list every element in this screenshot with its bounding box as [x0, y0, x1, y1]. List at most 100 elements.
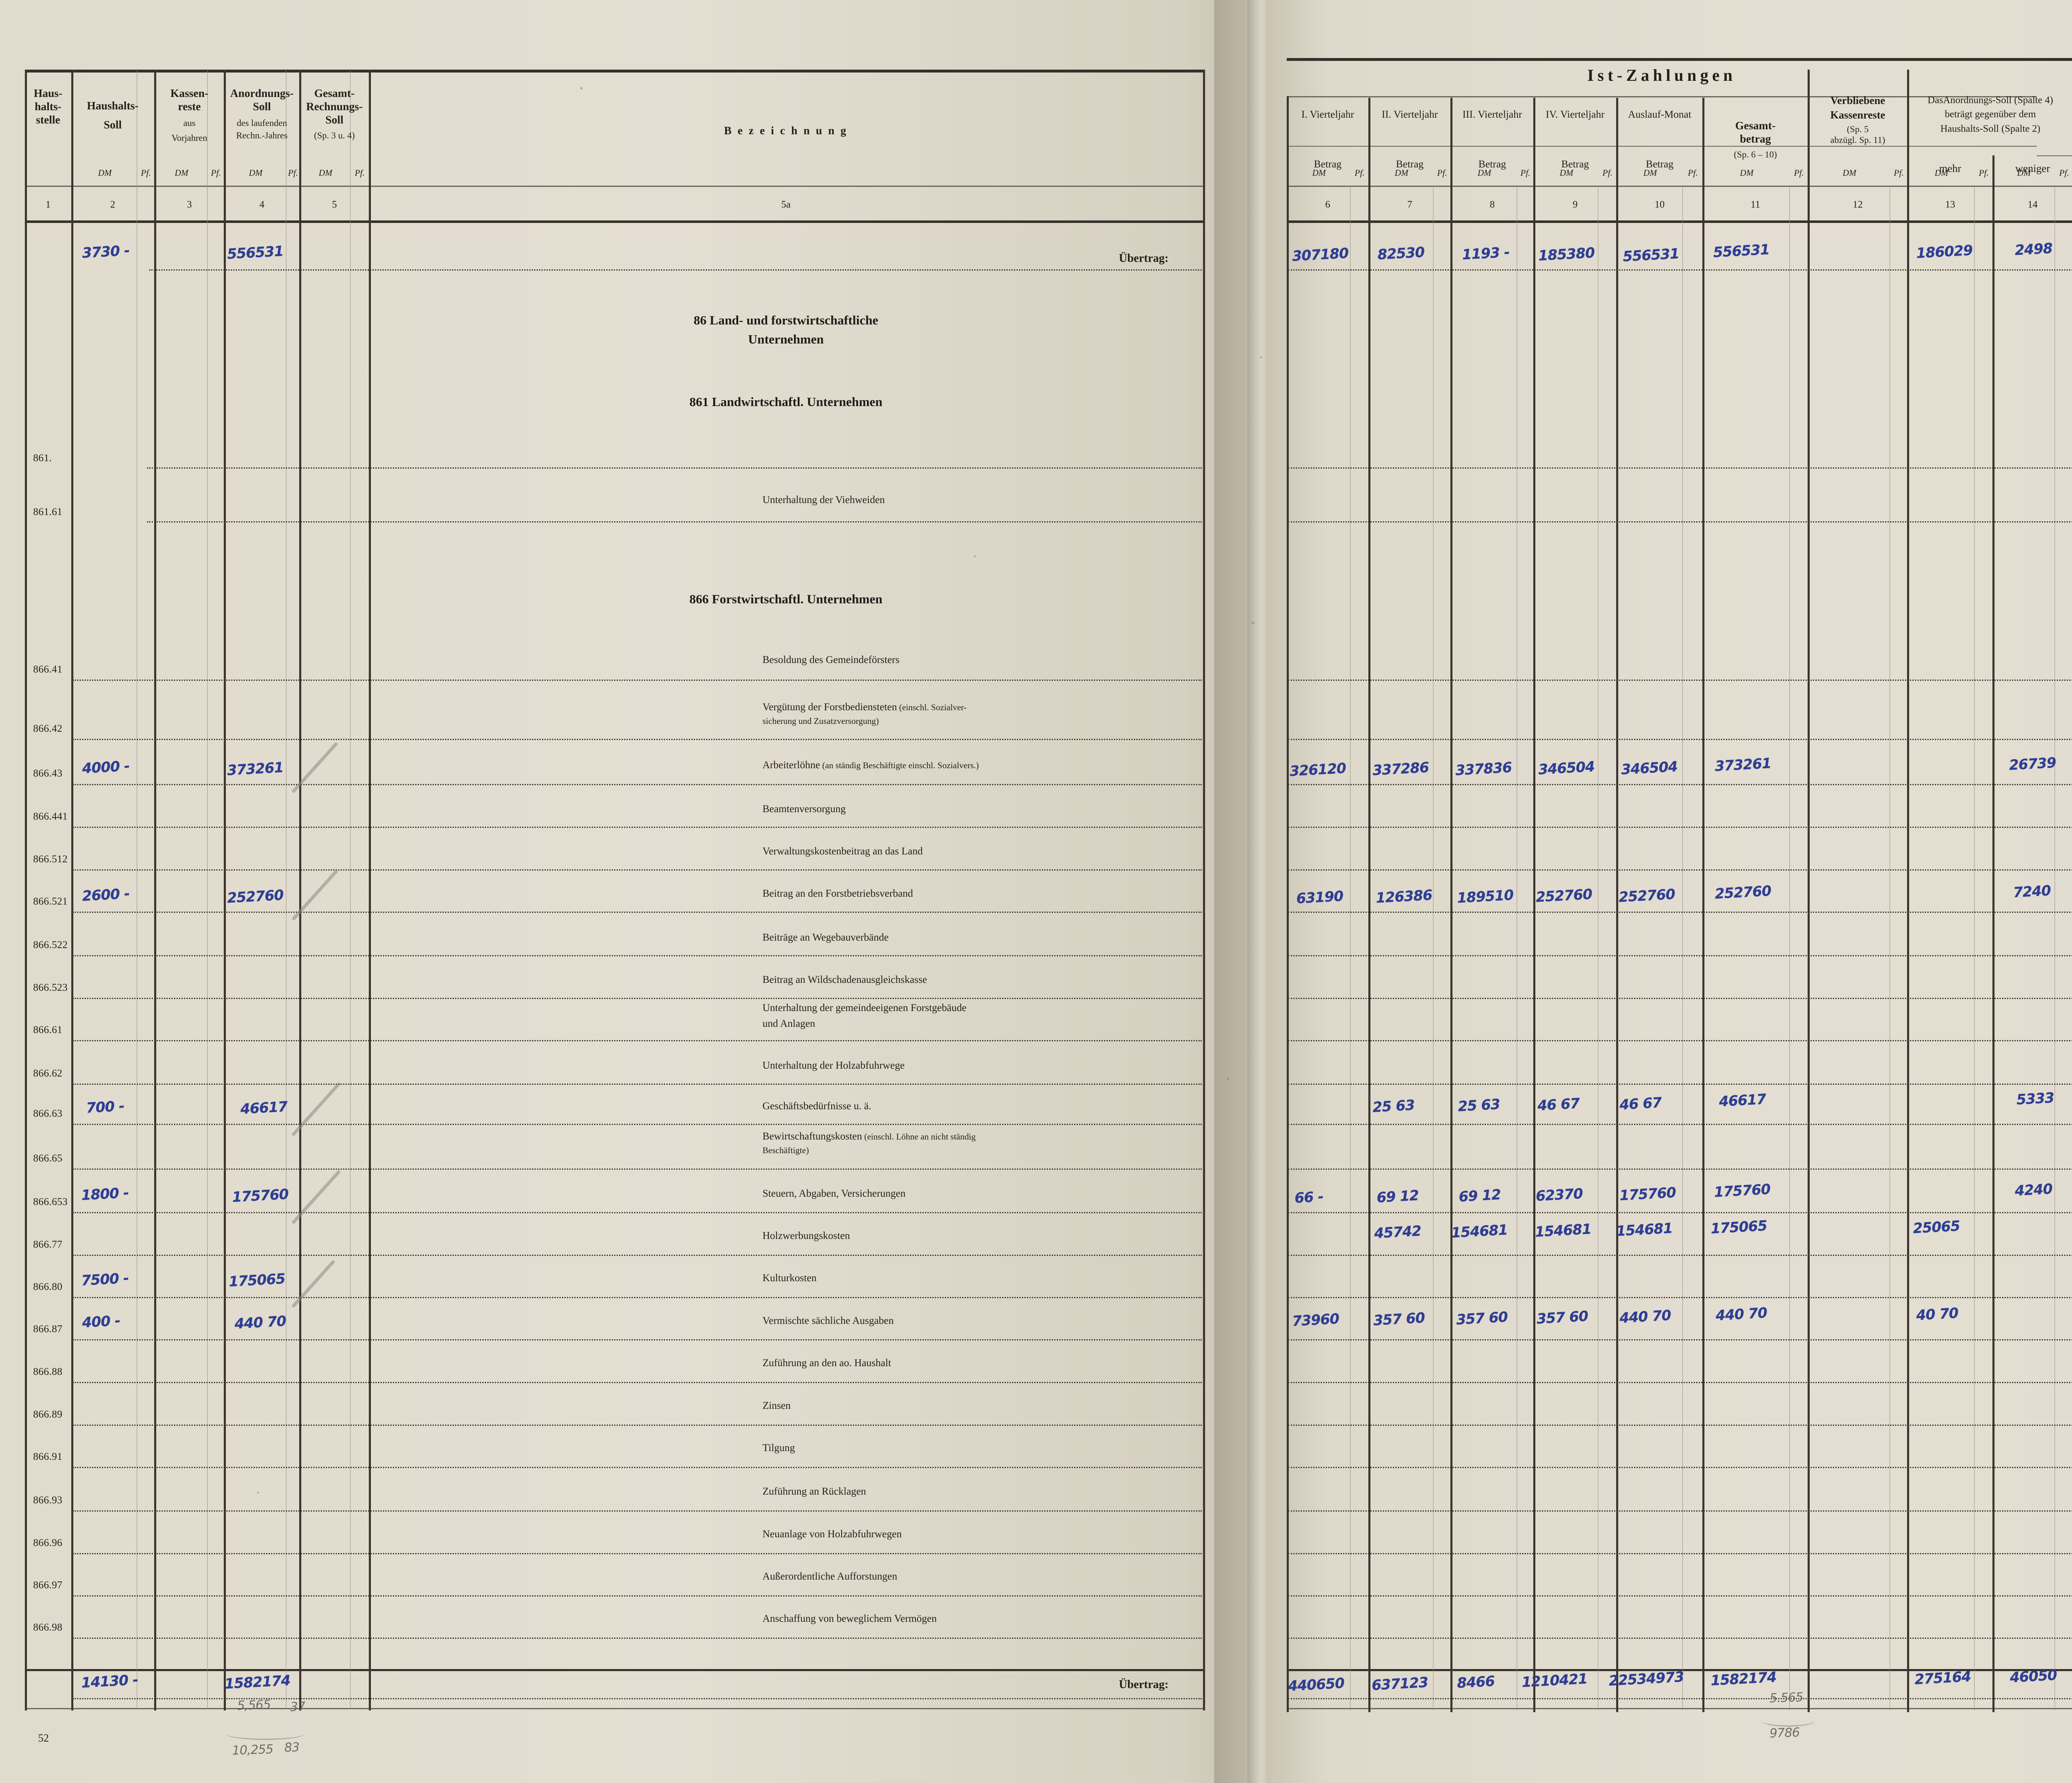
header-col7-betrag: Betrag	[1396, 159, 1424, 170]
header-col8-title: III. Vierteljahr	[1462, 109, 1522, 120]
hs-code-866-77: 866.77	[33, 1239, 63, 1250]
hw-866-63-c4: 46617	[240, 1098, 288, 1118]
vline-c7-c8	[1450, 98, 1452, 1712]
bez-866-96: Neuanlage von Holzabfuhrwegen	[762, 1529, 902, 1540]
col8-pf-label: Pf.	[1520, 168, 1530, 178]
bez-866-653: Steuern, Abgaben, Versicherungen	[762, 1188, 906, 1199]
col5-dm-label: DM	[319, 168, 332, 178]
paper-speck	[1227, 1077, 1229, 1080]
bez-866-61: Unterhaltung der gemeindeeigenen Forstge…	[762, 1002, 967, 1014]
hw-866-80-c13: 25065	[1912, 1217, 1961, 1237]
bez-866-521: Beitrag an den Forstbetriebsverband	[762, 888, 913, 899]
hw-866-80-c4: 175065	[228, 1270, 286, 1290]
hw-866-87-c10: 440 70	[1619, 1307, 1672, 1327]
hw-866-80-c8: 154681	[1450, 1222, 1508, 1241]
dotrow-866-42	[73, 739, 1202, 740]
group-title-866: 866 Forstwirtschaftl. Unternehmen	[689, 592, 883, 606]
bez-866-97: Außerordentliche Aufforstungen	[762, 1571, 898, 1582]
paper-speck	[257, 1492, 259, 1494]
hw-uebertrag-top-c2: 3730 -	[81, 242, 130, 262]
vline-c6-c7	[1368, 98, 1370, 1712]
dotrow-866-41-right	[1288, 680, 2072, 681]
hw-866-653-c8: 69 12	[1458, 1186, 1501, 1205]
hw-866-521-c6: 63190	[1295, 888, 1344, 907]
hw-866-43-c14: 26739	[2008, 754, 2057, 774]
bez-866-522: Beiträge an Wegebauverbände	[762, 932, 889, 943]
bez-866-80: Kulturkosten	[762, 1273, 817, 1284]
hs-code-866-63: 866.63	[33, 1108, 63, 1119]
bez-861-61: Unterhaltung der Viehweiden	[762, 494, 885, 506]
dotrow-866-93	[73, 1510, 1202, 1512]
col6-pf-label: Pf.	[1355, 168, 1365, 178]
hw-uebertrag-bottom-c8: 8466	[1456, 1673, 1495, 1692]
vline-c12-c13	[1907, 70, 1909, 1712]
hs-code-866-653: 866.653	[33, 1196, 68, 1207]
colnum-5a: 5a	[781, 199, 791, 210]
colnum-13: 13	[1945, 199, 1955, 210]
dotrow-866-89-right	[1288, 1425, 2072, 1426]
dotrow-866-523-right	[1288, 998, 2072, 999]
hw-866-43-c6: 326120	[1289, 760, 1346, 780]
vline-c3-dm-pf	[207, 70, 208, 1709]
header-col6-betrag: Betrag	[1314, 159, 1342, 170]
vline-c9-c10	[1616, 98, 1618, 1712]
bez-866-65: Bewirtschaftungskosten (einschl. Löhne a…	[762, 1131, 976, 1142]
table-top-rule-right	[1287, 58, 2072, 61]
bez-866-88: Zuführung an den ao. Haushalt	[762, 1357, 891, 1369]
dotrow-866-42-right	[1288, 739, 2072, 740]
dotrow-866-65	[73, 1169, 1202, 1170]
hw-866-63-c14: 5333	[2016, 1089, 2055, 1108]
right-page	[1266, 0, 2072, 1783]
dotrow-866-441-right	[1288, 827, 2072, 828]
hw-866-653-c14: 4240	[2014, 1181, 2053, 1200]
dotrow-866-97	[73, 1595, 1202, 1597]
left-page	[0, 0, 1247, 1783]
header-col7-title: II. Vierteljahr	[1382, 109, 1438, 120]
vline-c10-c11	[1702, 98, 1704, 1712]
header-col4: Anordnungs- Soll des laufenden Rechn.-Ja…	[230, 87, 294, 140]
dotrow-866-43-right	[1288, 784, 2072, 785]
hw-uebertrag-top-c6: 307180	[1291, 245, 1349, 265]
hw-866-63-c8: 25 63	[1457, 1096, 1501, 1115]
hw-866-87-c11: 440 70	[1715, 1304, 1768, 1324]
table-top-rule-left	[25, 70, 1204, 73]
hs-code-866-93: 866.93	[33, 1495, 63, 1506]
header-col12: Verbliebene Kassenreste (Sp. 5 abzügl. S…	[1830, 94, 1886, 145]
hw-866-653-c10: 175760	[1619, 1184, 1676, 1204]
col8-dm-label: DM	[1477, 168, 1491, 178]
header-col14-weniger: weniger	[2015, 162, 2050, 174]
vline-left-edge	[25, 70, 27, 1710]
dotrow-861-right	[1288, 467, 2072, 469]
hs-code-861: 861.	[33, 452, 52, 464]
hs-code-866-41: 866.41	[33, 664, 63, 675]
hw-866-521-c11: 252760	[1714, 883, 1772, 902]
header-col5: Gesamt- Rechnungs- Soll (Sp. 3 u. 4)	[306, 87, 363, 140]
vline-c2-c3	[154, 70, 156, 1710]
dotrow-866-96-right	[1288, 1553, 2072, 1554]
hw-uebertrag-bottom-c13: 275164	[1914, 1668, 1971, 1688]
hs-code-866-523: 866.523	[33, 982, 68, 993]
hw-866-43-c8: 337836	[1455, 759, 1512, 779]
hs-code-866-88: 866.88	[33, 1366, 63, 1377]
dotrow-861	[147, 467, 1202, 469]
colnum-5: 5	[332, 199, 337, 210]
header-sep-rule-left	[25, 186, 1204, 187]
col12-underline	[2037, 155, 2072, 156]
vline-c3-c4	[224, 70, 226, 1710]
header-col3: Kassen- reste aus Vorjahren	[170, 87, 208, 143]
bez-866-63: Geschäftsbedürfnisse u. ä.	[762, 1101, 871, 1112]
colnum-8: 8	[1490, 199, 1495, 210]
header-sep-rule-right	[1287, 186, 2072, 187]
header-col13-14-span: DasAnordnungs-Soll (Spalte 4) beträgt ge…	[1927, 95, 2053, 134]
col10-dm-label: DM	[1643, 168, 1657, 178]
bez-866-523: Beitrag an Wildschadenausgleichskasse	[762, 974, 927, 985]
hw-uebertrag-bottom-c2: 14130 -	[80, 1672, 139, 1691]
pencil-swirl-left	[226, 1728, 305, 1740]
dotrow-866-63-right	[1288, 1124, 2072, 1125]
dotrow-866-88-right	[1288, 1382, 2072, 1383]
header-col9-title: IV. Vierteljahr	[1546, 109, 1605, 120]
dotrow-866-522	[73, 955, 1202, 956]
dotrow-866-93-right	[1288, 1510, 2072, 1512]
bez-866-91: Tilgung	[762, 1442, 795, 1454]
